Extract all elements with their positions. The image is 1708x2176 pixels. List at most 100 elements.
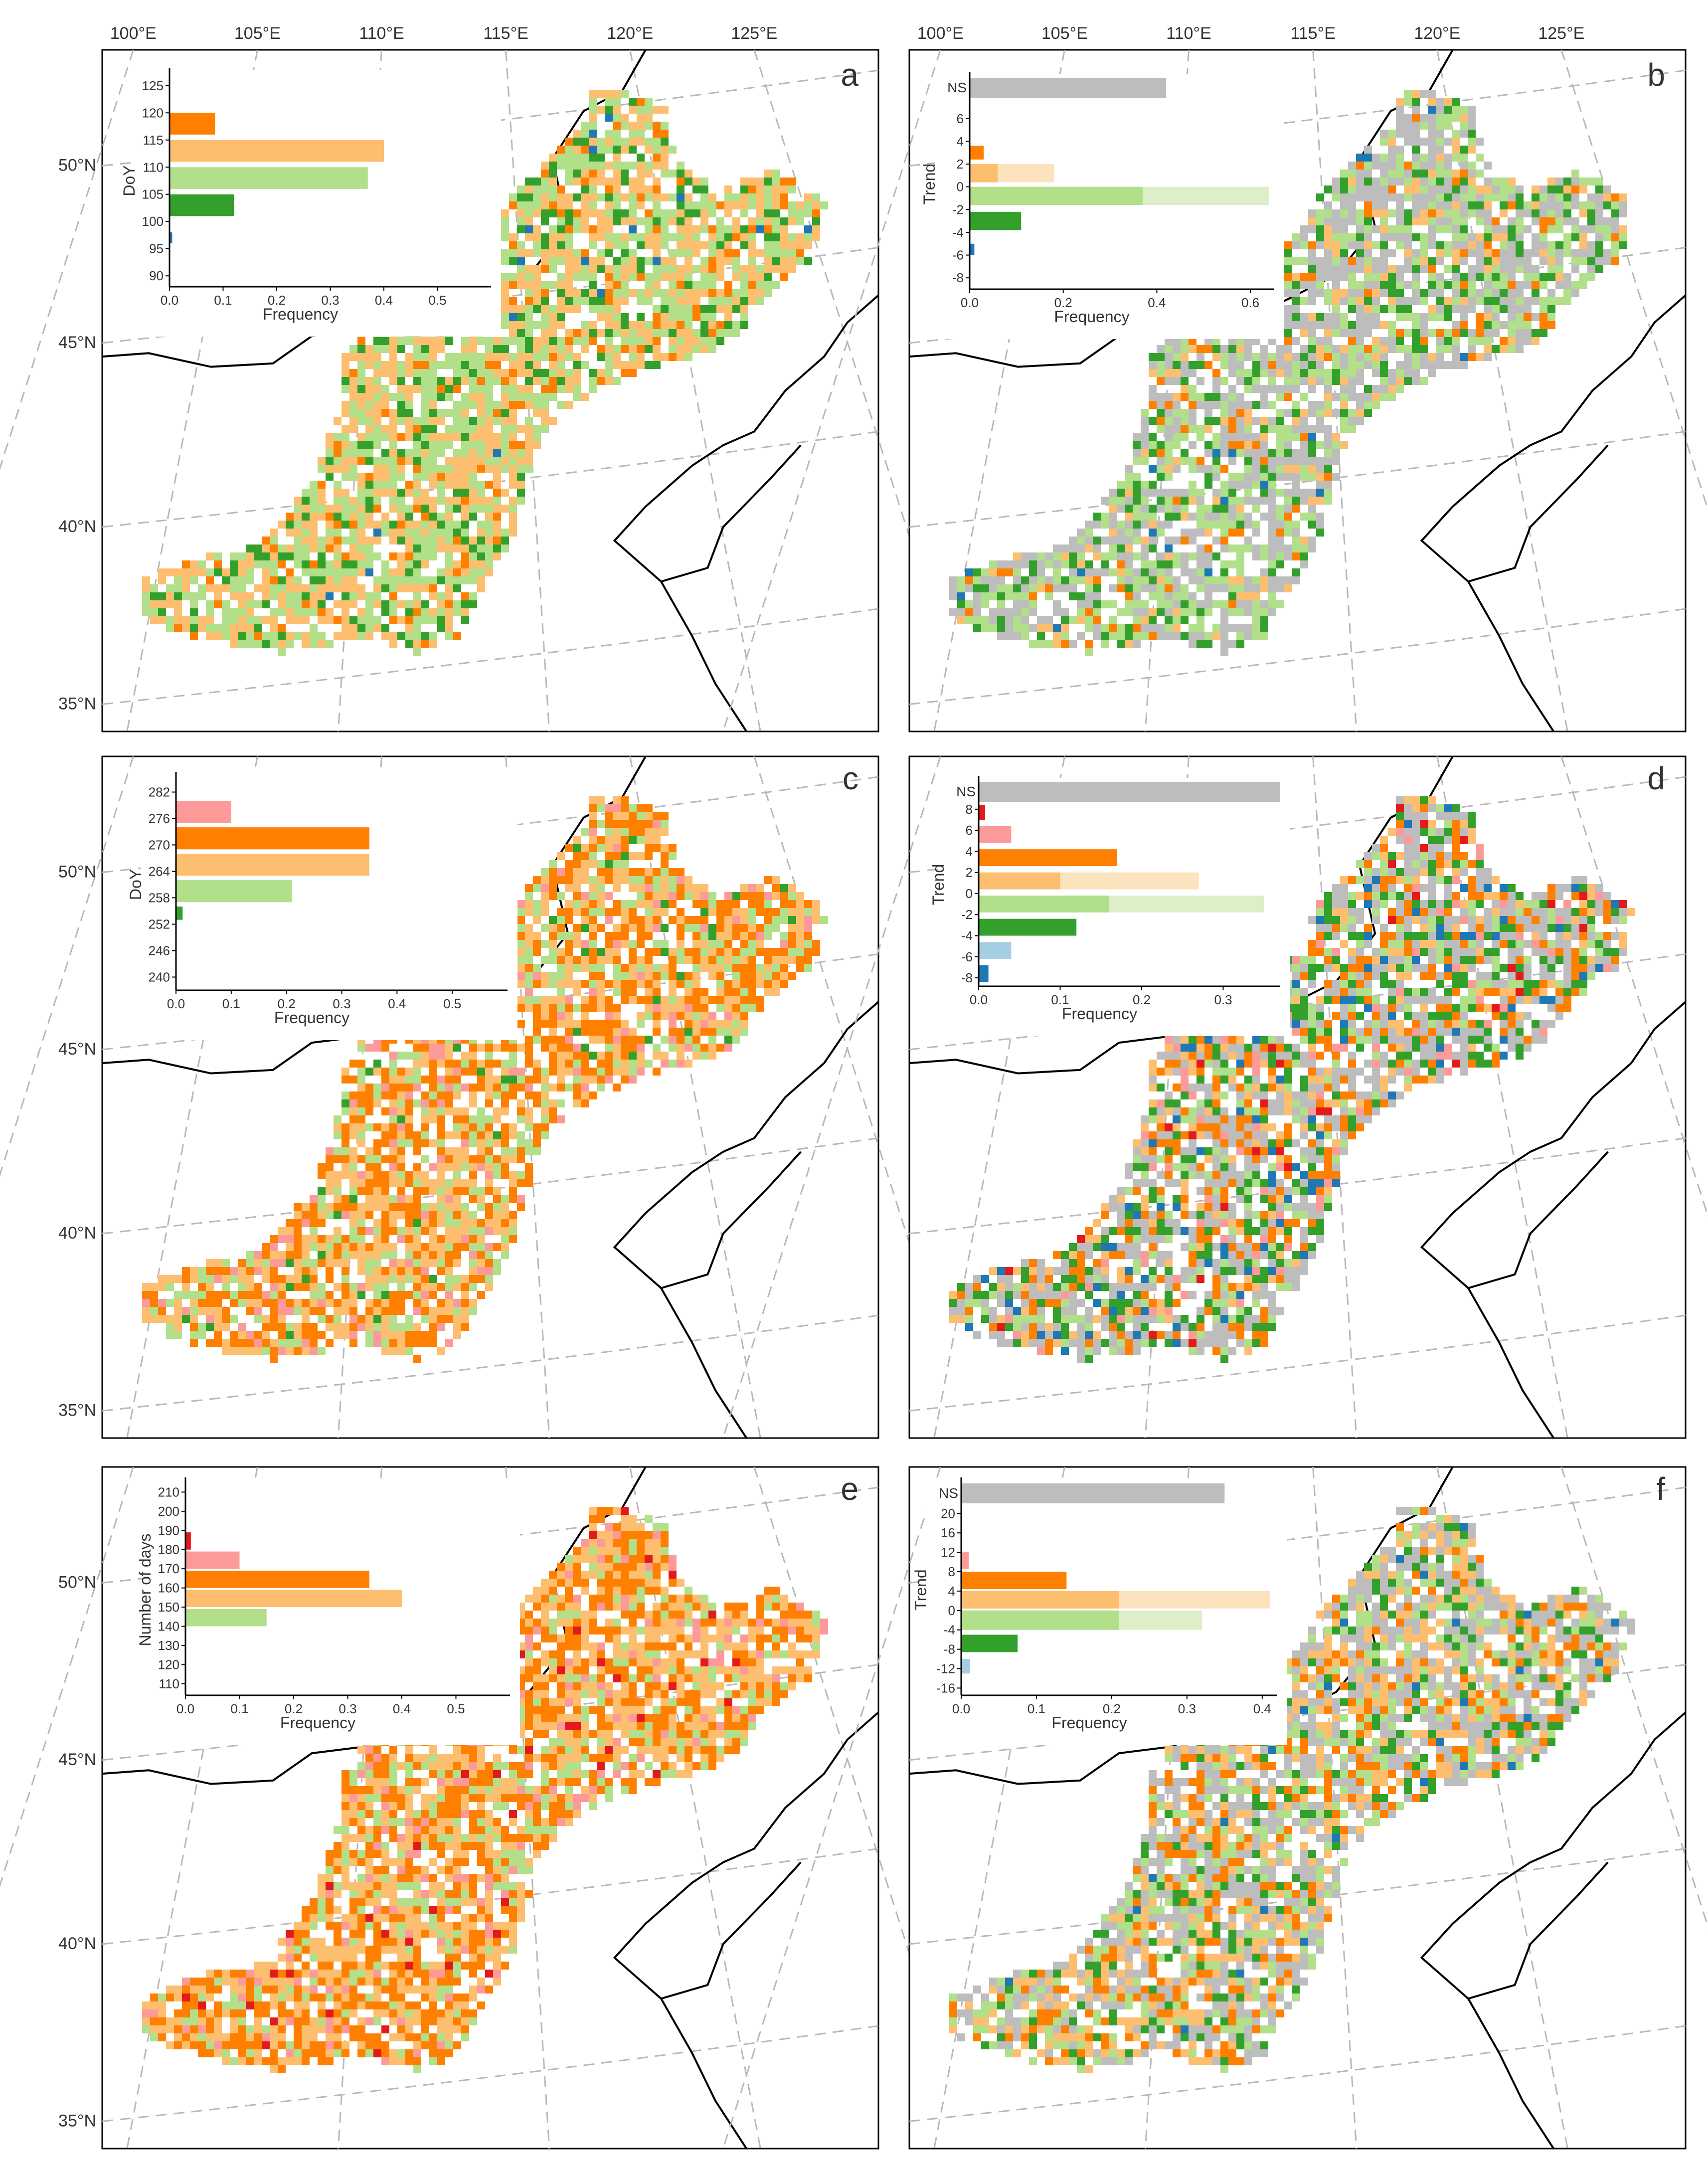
map-pixel: [629, 289, 637, 297]
map-pixel: [294, 521, 302, 529]
map-pixel: [381, 513, 389, 521]
map-pixel: [661, 170, 669, 178]
map-pixel: [1611, 241, 1619, 249]
map-pixel: [740, 1004, 748, 1012]
map-pixel: [684, 1044, 692, 1052]
map-pixel: [405, 1052, 413, 1060]
map-pixel: [581, 900, 589, 908]
map-pixel: [1332, 329, 1340, 337]
map-pixel: [661, 892, 669, 900]
meridian: [1436, 49, 1568, 732]
map-pixel: [397, 560, 405, 568]
map-pixel: [589, 289, 597, 297]
map-pixel: [1571, 193, 1579, 201]
map-pixel: [661, 305, 669, 313]
map-pixel: [445, 393, 453, 401]
map-pixel: [677, 313, 684, 321]
map-pixel: [700, 892, 708, 900]
map-pixel: [541, 217, 549, 225]
map-pixel: [1555, 241, 1563, 249]
map-pixel: [357, 1044, 365, 1052]
map-pixel: [1181, 608, 1189, 616]
map-pixel: [1603, 233, 1611, 241]
map-pixel: [477, 521, 485, 529]
map-pixel: [1603, 249, 1611, 257]
map-pixel: [349, 505, 357, 513]
map-pixel: [645, 193, 653, 201]
map-pixel: [1300, 281, 1308, 289]
map-pixel: [700, 241, 708, 249]
map-pixel: [373, 552, 381, 560]
map-pixel: [158, 576, 166, 584]
map-pixel: [581, 217, 589, 225]
map-pixel: [437, 1076, 445, 1084]
map-pixel: [732, 249, 740, 257]
map-pixel: [477, 409, 485, 417]
map-pixel: [581, 201, 589, 209]
map-pixel: [605, 193, 613, 201]
map-pixel: [373, 385, 381, 393]
map-pixel: [613, 377, 621, 385]
map-pixel: [533, 265, 541, 273]
map-pixel: [158, 600, 166, 608]
map-pixel: [1053, 600, 1061, 608]
map-pixel: [1444, 281, 1452, 289]
map-pixel: [357, 529, 365, 537]
map-pixel: [405, 505, 413, 513]
map-pixel: [1037, 568, 1045, 576]
map-pixel: [1165, 624, 1173, 632]
map-pixel: [621, 1068, 629, 1076]
map-pixel: [1436, 305, 1444, 313]
map-pixel: [1539, 233, 1547, 241]
map-pixel: [310, 600, 318, 608]
map-pixel: [501, 425, 509, 433]
map-pixel: [1444, 138, 1452, 146]
map-pixel: [469, 1084, 477, 1091]
map-pixel: [645, 257, 653, 265]
map-pixel: [1428, 281, 1436, 289]
map-pixel: [270, 640, 278, 648]
map-pixel: [1181, 369, 1189, 377]
map-pixel: [573, 988, 581, 996]
map-pixel: [1212, 353, 1220, 361]
map-pixel: [700, 209, 708, 217]
map-pixel: [557, 385, 565, 393]
map-pixel: [1555, 265, 1563, 273]
map-pixel: [1220, 537, 1228, 544]
map-pixel: [429, 345, 437, 353]
map-pixel: [589, 146, 597, 154]
map-pixel: [405, 401, 413, 409]
map-pixel: [445, 409, 453, 417]
map-pixel: [405, 1076, 413, 1084]
map-pixel: [1109, 521, 1117, 529]
map-pixel: [700, 345, 708, 353]
map-pixel: [597, 313, 605, 321]
map-pixel: [677, 233, 684, 241]
map-pixel: [557, 956, 565, 964]
map-pixel: [621, 122, 629, 130]
map-pixel: [740, 948, 748, 956]
map-pixel: [788, 940, 796, 948]
map-pixel: [573, 369, 581, 377]
map-pixel: [326, 449, 334, 457]
map-pixel: [1236, 497, 1244, 505]
map-pixel: [1244, 481, 1252, 489]
map-pixel: [605, 178, 613, 185]
map-pixel: [501, 385, 509, 393]
map-pixel: [517, 916, 525, 924]
map-pixel: [1356, 209, 1364, 217]
map-pixel: [1388, 233, 1396, 241]
map-pixel: [1284, 409, 1292, 417]
map-pixel: [182, 584, 190, 592]
map-pixel: [613, 281, 621, 289]
map-pixel: [716, 305, 724, 313]
map-pixel: [1444, 265, 1452, 273]
map-pixel: [429, 616, 437, 624]
map-pixel: [589, 233, 597, 241]
map-pixel: [748, 257, 756, 265]
map-pixel: [1053, 544, 1061, 552]
map-pixel: [1157, 417, 1165, 425]
map-pixel: [302, 537, 310, 544]
map-pixel: [1404, 345, 1412, 353]
map-pixel: [589, 932, 597, 940]
